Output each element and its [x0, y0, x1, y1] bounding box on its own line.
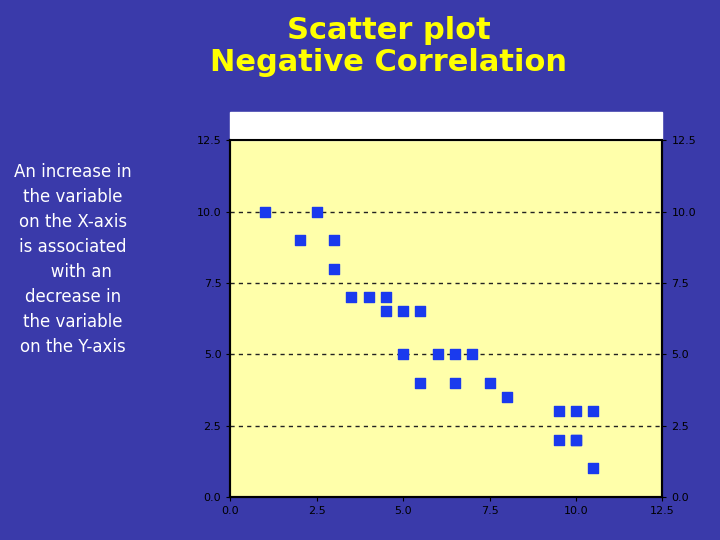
Point [397, 350, 409, 359]
Point [432, 350, 444, 359]
Point [328, 236, 340, 245]
Title: High Negative Correlation: High Negative Correlation [335, 123, 558, 138]
Point [415, 379, 426, 387]
Point [570, 435, 582, 444]
Point [484, 379, 495, 387]
Point [380, 307, 392, 316]
Point [311, 207, 323, 216]
Point [588, 407, 599, 416]
Text: An increase in
the variable
on the X-axis
is associated
   with an
decrease in
t: An increase in the variable on the X-axi… [14, 163, 132, 356]
Point [397, 307, 409, 316]
Point [380, 293, 392, 301]
Point [570, 435, 582, 444]
Point [294, 236, 305, 245]
Bar [230, 112, 662, 140]
Point [588, 464, 599, 472]
Point [449, 379, 461, 387]
Point [570, 407, 582, 416]
Point [259, 207, 271, 216]
Point [467, 350, 478, 359]
Point [415, 307, 426, 316]
Point [328, 265, 340, 273]
Point [553, 435, 564, 444]
Point [449, 350, 461, 359]
Point [363, 293, 374, 301]
Text: Scatter plot
Negative Correlation: Scatter plot Negative Correlation [210, 16, 567, 77]
Point [553, 407, 564, 416]
Point [346, 293, 357, 301]
Point [501, 393, 513, 401]
